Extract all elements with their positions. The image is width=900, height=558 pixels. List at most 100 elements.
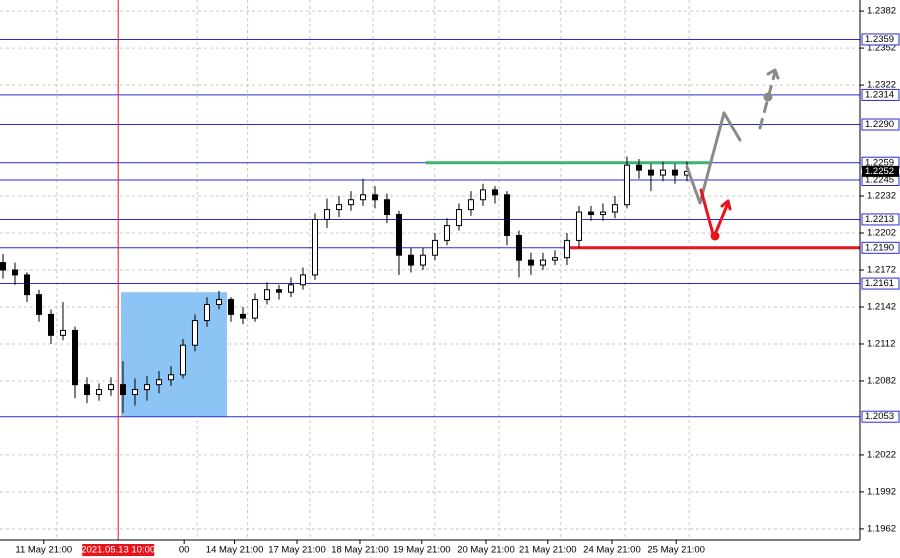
forecast-path (722, 111, 742, 142)
level-label: 1.2259 (865, 157, 894, 168)
grid (0, 0, 860, 540)
candle-body (131, 389, 138, 396)
candle-body (575, 211, 582, 241)
candle-body (395, 214, 402, 256)
candle-body (287, 284, 294, 293)
y-tick-label: 1.2082 (867, 375, 896, 386)
candle-body (503, 194, 510, 236)
level-label-box (861, 33, 900, 46)
arrow-head (766, 68, 780, 80)
level-label: 1.2359 (865, 34, 894, 45)
candle-body (323, 209, 330, 220)
candle-body (479, 189, 486, 201)
candle-body (107, 384, 114, 391)
y-tick-label: 1.2232 (867, 191, 896, 202)
highlight-zone (120, 292, 228, 417)
candle-body (623, 164, 630, 206)
candle-body (227, 299, 234, 315)
candle-body (455, 209, 462, 227)
y-tick-label: 1.2202 (867, 228, 896, 239)
price-label: 1.2252 (865, 166, 894, 177)
level-label-box (861, 410, 900, 423)
candle-body (551, 257, 558, 261)
candle-body (419, 254, 426, 266)
candle-body (179, 344, 186, 376)
candle-body (467, 199, 474, 211)
candle-body (155, 379, 162, 386)
candle-body (47, 313, 54, 336)
x-tick-label: 19 May 21:00 (393, 545, 451, 556)
cursor-label: 2021.05.13 10:00 (81, 545, 155, 556)
y-tick-label: 1.2382 (867, 6, 896, 17)
candle-body (371, 194, 378, 201)
level-label: 1.2053 (865, 411, 894, 422)
level-label-box (861, 213, 900, 226)
candle-body (587, 211, 594, 216)
candle-body (527, 259, 534, 266)
candle-body (119, 384, 126, 396)
candle-body (635, 164, 642, 171)
candle-body (239, 313, 246, 319)
y-tick-label: 1.2142 (867, 302, 896, 313)
x-tick-label: 20 May 21:00 (457, 545, 515, 556)
level-label-box (861, 88, 900, 101)
level-label: 1.2213 (865, 214, 894, 225)
candle-body (611, 204, 618, 213)
forecast-dash (758, 70, 777, 130)
candle-body (167, 374, 174, 381)
x-tick-label: 00 (179, 545, 190, 556)
candle-body (671, 169, 678, 176)
arrow-head (720, 199, 732, 211)
candle-body (383, 199, 390, 216)
candle-body (359, 194, 366, 201)
level-layer (0, 0, 860, 540)
candle-body (203, 304, 210, 322)
candle-body (263, 289, 270, 301)
candle-body (335, 204, 342, 211)
forecast-dot (710, 231, 720, 241)
level-label: 1.2290 (865, 119, 894, 130)
candle-body (23, 274, 30, 296)
candle-body (83, 384, 90, 396)
y-tick-label: 1.1992 (867, 486, 896, 497)
y-tick-label: 1.2322 (867, 80, 896, 91)
candle-body (35, 294, 42, 315)
candle-body (311, 218, 318, 276)
candle-body (647, 169, 654, 176)
level-label: 1.2314 (865, 89, 894, 100)
cursor-label-box (82, 544, 155, 556)
forecast-alt (714, 201, 730, 234)
x-tick-label: 21 May 21:00 (519, 545, 577, 556)
forecast-arrows (685, 68, 780, 241)
candle-body (299, 274, 306, 286)
x-tick-label: 17 May 21:00 (268, 545, 326, 556)
candle-body (347, 199, 354, 206)
level-label-box (861, 241, 900, 254)
level-label-box (861, 118, 900, 131)
candle-body (563, 239, 570, 259)
y-tick-label: 1.1962 (867, 523, 896, 534)
y-tick-label: 1.2022 (867, 449, 896, 460)
x-tick-label: 14 May 21:00 (206, 545, 264, 556)
candle-body (11, 269, 18, 276)
level-label: 1.2190 (865, 242, 894, 253)
x-tick-label: 25 May 21:00 (647, 545, 705, 556)
forecast-dot (763, 92, 773, 102)
candle-body (0, 262, 6, 271)
x-tick-label: 18 May 21:00 (331, 545, 389, 556)
candle-body (659, 169, 666, 176)
y-tick-label: 1.2112 (867, 338, 895, 349)
candle-body (539, 259, 546, 266)
candle-body (71, 329, 78, 386)
forecast-path (685, 111, 726, 205)
candle-body (59, 329, 66, 336)
candle-body (407, 254, 414, 266)
candle-body (443, 225, 450, 241)
price-label-box (862, 165, 899, 177)
candle-body (275, 289, 282, 293)
candle-body (215, 299, 222, 306)
level-label: 1.2245 (865, 175, 894, 186)
candle-layer (0, 156, 690, 414)
